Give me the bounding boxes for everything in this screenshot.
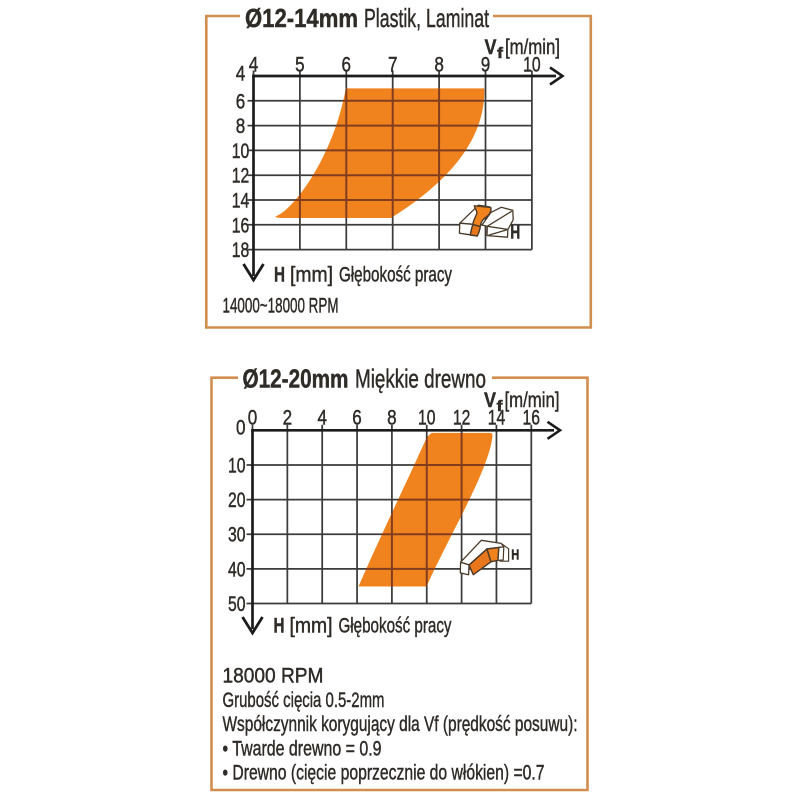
svg-text:6: 6 [342,54,352,77]
svg-text:16: 16 [232,214,250,237]
svg-text:14: 14 [488,407,506,430]
svg-text:[m/min]: [m/min] [505,36,560,59]
svg-text:[m/min]: [m/min] [505,389,560,412]
svg-text:9: 9 [481,54,491,77]
svg-text:Głębokość pracy: Głębokość pracy [339,264,452,287]
svg-text:4: 4 [236,63,246,86]
svg-text:12: 12 [232,165,250,188]
svg-text:16: 16 [523,407,541,430]
svg-text:6: 6 [352,407,362,430]
svg-text:• Twarde drewno = 0.9: • Twarde drewno = 0.9 [223,738,382,761]
svg-text:40: 40 [228,558,246,581]
svg-text:f: f [497,398,504,415]
svg-text:Głębokość pracy: Głębokość pracy [339,615,452,638]
svg-text:Plastik, Laminat: Plastik, Laminat [364,3,490,33]
svg-text:14000~18000 RPM: 14000~18000 RPM [223,295,339,318]
svg-text:H: H [274,264,285,287]
svg-text:18: 18 [232,239,250,262]
svg-text:8: 8 [236,115,246,138]
svg-text:H: H [510,222,520,242]
svg-text:0: 0 [236,417,246,440]
svg-text:H: H [511,546,519,563]
svg-text:0: 0 [248,407,258,430]
svg-text:8: 8 [434,54,444,77]
svg-text:18000 RPM: 18000 RPM [223,665,324,688]
svg-text:10: 10 [418,407,436,430]
svg-text:f: f [497,45,504,62]
svg-text:H: H [274,615,285,638]
svg-text:12: 12 [453,407,471,430]
svg-text:8: 8 [387,407,397,430]
svg-text:V: V [485,36,497,59]
svg-text:20: 20 [228,489,246,512]
svg-text:10: 10 [523,54,541,77]
svg-text:6: 6 [236,90,246,113]
svg-text:[mm]: [mm] [290,264,333,287]
svg-text:Miękkie drewno: Miękkie drewno [355,364,486,394]
svg-text:10: 10 [228,454,246,477]
svg-text:V: V [484,389,496,412]
svg-text:7: 7 [388,54,398,77]
svg-text:Współczynnik korygujący dla Vf: Współczynnik korygujący dla Vf (prędkość… [223,713,578,736]
svg-text:Ø12-14mm: Ø12-14mm [245,3,358,33]
svg-text:5: 5 [295,54,305,77]
svg-text:14: 14 [232,190,250,213]
svg-text:4: 4 [249,54,259,77]
svg-text:10: 10 [232,140,250,163]
svg-text:[mm]: [mm] [290,615,333,638]
svg-text:• Drewno (cięcie poprzecznie d: • Drewno (cięcie poprzecznie do włókien)… [223,762,545,785]
svg-text:50: 50 [228,593,246,616]
svg-text:Grubość cięcia 0.5-2mm: Grubość cięcia 0.5-2mm [223,689,385,712]
svg-text:4: 4 [317,407,327,430]
svg-text:2: 2 [283,407,293,430]
svg-text:30: 30 [228,524,246,547]
svg-text:Ø12-20mm: Ø12-20mm [243,364,349,394]
